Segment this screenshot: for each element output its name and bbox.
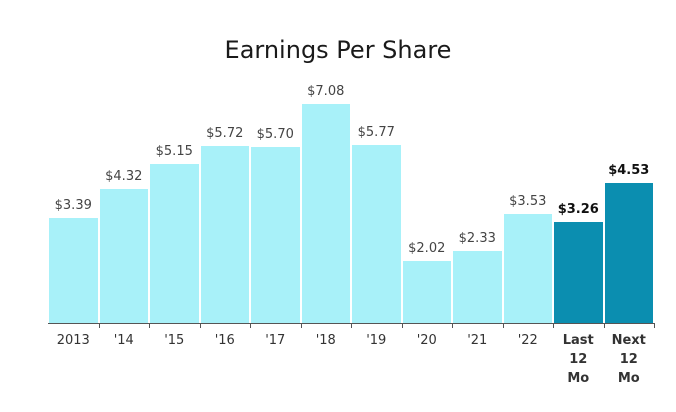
value-label: $5.15 xyxy=(155,143,193,159)
bar xyxy=(503,213,552,323)
x-tick-label: Last 12 Mo xyxy=(562,333,594,386)
bar xyxy=(453,250,502,323)
value-label: $3.26 xyxy=(557,202,599,218)
bar xyxy=(200,146,249,323)
x-tick-label: '20 xyxy=(416,333,437,348)
value-label: $7.08 xyxy=(307,84,345,99)
chart-title: Earnings Per Share xyxy=(224,36,452,64)
x-tick-label: '14 xyxy=(113,333,134,348)
value-label: $5.77 xyxy=(357,124,395,140)
value-label: $5.70 xyxy=(256,126,294,142)
value-label: $3.53 xyxy=(509,193,547,209)
x-tick xyxy=(98,323,100,328)
x-tick xyxy=(199,323,201,328)
x-tick xyxy=(654,323,655,328)
value-label: $4.53 xyxy=(608,162,650,178)
x-tick-label: 2013 xyxy=(56,333,90,348)
x-tick-label: '18 xyxy=(315,333,336,348)
x-tick xyxy=(351,323,352,328)
x-tick xyxy=(250,323,251,328)
x-tick xyxy=(401,323,403,328)
bar xyxy=(99,189,148,323)
value-label: $2.02 xyxy=(408,240,446,256)
x-tick-label: '17 xyxy=(265,333,286,348)
bar xyxy=(554,222,603,323)
x-tick xyxy=(502,323,504,328)
value-label: $5.72 xyxy=(206,126,244,142)
x-tick-label: '16 xyxy=(214,333,235,348)
x-tick xyxy=(149,323,150,328)
x-tick-label: '22 xyxy=(517,333,538,348)
bar xyxy=(301,104,350,323)
x-tick xyxy=(452,323,453,328)
x-tick xyxy=(603,323,605,328)
value-label: $3.39 xyxy=(54,198,92,214)
x-tick xyxy=(300,323,302,328)
bar xyxy=(251,146,300,323)
x-tick-label: '19 xyxy=(366,333,387,348)
bar xyxy=(352,144,401,323)
x-tick-label: '21 xyxy=(467,333,488,348)
value-label: $4.32 xyxy=(105,169,143,185)
x-tick-label: '15 xyxy=(164,333,185,348)
x-tick-label: Next 12 Mo xyxy=(611,333,646,386)
bar xyxy=(402,260,451,323)
value-label: $2.33 xyxy=(458,230,496,246)
x-tick xyxy=(553,323,554,328)
bar xyxy=(49,218,98,323)
bar xyxy=(604,182,653,323)
bar xyxy=(150,163,199,323)
